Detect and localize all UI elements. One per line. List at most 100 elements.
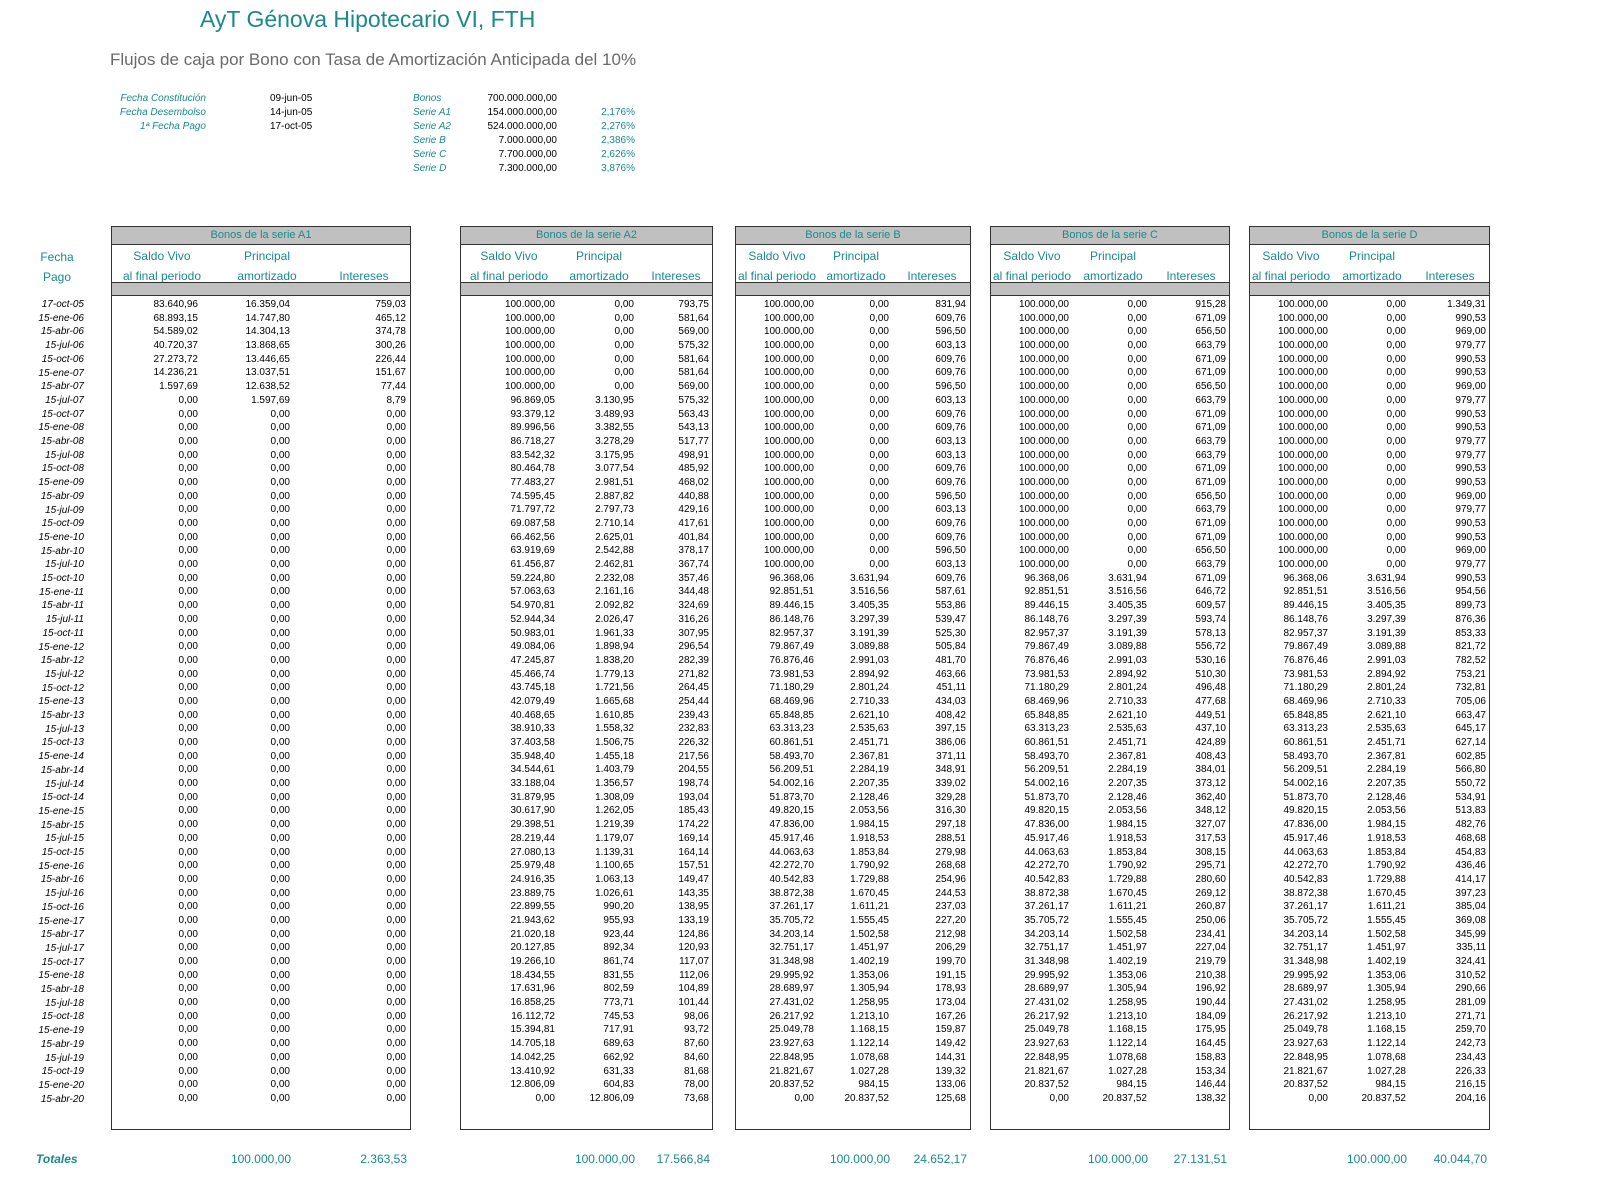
- cell-intereses: 609,76: [935, 422, 966, 434]
- cell-intereses: 374,78: [375, 326, 406, 338]
- table-row: 100.000,00 0,00 969,00: [1250, 490, 1489, 504]
- cell-saldo: 20.127,85: [510, 942, 556, 954]
- table-row: 100.000,00 0,00 603,13: [736, 394, 970, 408]
- col-header-principal-sub: amortizado: [1083, 269, 1143, 283]
- cell-saldo: 50.983,01: [510, 627, 556, 639]
- cell-saldo: 96.368,06: [1024, 572, 1070, 584]
- cell-principal: 0,00: [270, 723, 290, 735]
- cell-principal: 2.367,81: [1367, 750, 1406, 762]
- cell-principal: 955,93: [603, 914, 634, 926]
- table-row: 68.893,15 14.747,80 465,12: [112, 312, 410, 326]
- cell-intereses: 227,04: [1195, 942, 1226, 954]
- cell-saldo: 28.219,44: [510, 832, 556, 844]
- table-row: 76.876,46 2.991,03 530,16: [991, 654, 1229, 668]
- page-title: AyT Génova Hipotecario VI, FTH: [200, 6, 536, 32]
- cell-principal: 0,00: [1127, 353, 1147, 365]
- cell-principal: 0,00: [1386, 449, 1406, 461]
- table-row: 0,00 0,00 0,00: [112, 969, 410, 983]
- cell-principal: 0,00: [1127, 435, 1147, 447]
- cell-principal: 0,00: [1127, 531, 1147, 543]
- cell-principal: 0,00: [270, 750, 290, 762]
- cell-saldo: 71.180,29: [769, 682, 815, 694]
- info-rate: 2,176%: [601, 107, 635, 118]
- cell-intereses: 271,82: [678, 668, 709, 680]
- table-row: 47.836,00 1.984,15 297,18: [736, 818, 970, 832]
- cell-principal: 1.213,10: [1367, 1010, 1406, 1022]
- cell-principal: 2.232,08: [595, 572, 634, 584]
- cell-saldo: 30.617,90: [510, 805, 556, 817]
- cell-saldo: 100.000,00: [504, 340, 555, 352]
- cell-intereses: 362,40: [1195, 791, 1226, 803]
- cell-principal: 1.853,84: [1367, 846, 1406, 858]
- cell-principal: 984,15: [1375, 1079, 1406, 1091]
- col-header-saldo-sub: al final periodo: [122, 269, 202, 283]
- cell-intereses: 217,56: [678, 750, 709, 762]
- table-row: 44.063,63 1.853,84 308,15: [991, 846, 1229, 860]
- cell-intereses: 164,14: [678, 846, 709, 858]
- table-row: 13.410,92 631,33 81,68: [461, 1065, 712, 1079]
- date-cell: 15-abr-11: [41, 600, 84, 612]
- table-row: 34.203,14 1.502,58 234,41: [991, 928, 1229, 942]
- cell-intereses: 158,83: [1195, 1051, 1226, 1063]
- table-row: 100.000,00 0,00 569,00: [461, 380, 712, 394]
- cell-saldo: 58.493,70: [1024, 750, 1070, 762]
- table-row: 83.542,32 3.175,95 498,91: [461, 449, 712, 463]
- cell-principal: 3.631,94: [850, 572, 889, 584]
- cell-saldo: 34.544,61: [510, 764, 556, 776]
- cell-principal: 1.213,10: [1108, 1010, 1147, 1022]
- table-row: 73.981,53 2.894,92 753,21: [1250, 668, 1489, 682]
- cell-saldo: 100.000,00: [763, 381, 814, 393]
- cell-saldo: 44.063,63: [1024, 846, 1070, 858]
- cell-principal: 1.308,09: [595, 791, 634, 803]
- cell-principal: 20.837,52: [844, 1092, 890, 1104]
- cell-principal: 2.161,16: [595, 586, 634, 598]
- cell-intereses: 386,06: [935, 737, 966, 748]
- cell-principal: 689,63: [603, 1038, 634, 1050]
- cell-principal: 0,00: [1127, 326, 1147, 338]
- table-row: 100.000,00 0,00 979,77: [1250, 435, 1489, 449]
- info-rate: 2,276%: [601, 121, 635, 132]
- cell-principal: 1.597,69: [251, 394, 290, 406]
- cell-saldo: 73.981,53: [769, 668, 815, 680]
- cell-saldo: 80.464,78: [510, 463, 556, 475]
- cell-intereses: 793,75: [678, 299, 709, 310]
- cell-intereses: 153,34: [1195, 1065, 1226, 1077]
- cell-principal: 0,00: [869, 312, 889, 324]
- table-row: 0,00 0,00 0,00: [112, 1078, 410, 1092]
- cell-intereses: 0,00: [386, 942, 406, 954]
- cell-intereses: 0,00: [386, 778, 406, 790]
- cell-principal: 0,00: [1386, 531, 1406, 543]
- cell-saldo: 58.493,70: [769, 750, 815, 762]
- table-row: 83.640,96 16.359,04 759,03: [112, 298, 410, 312]
- cell-principal: 0,00: [1127, 463, 1147, 475]
- cell-intereses: 578,13: [1195, 627, 1226, 639]
- table-row: 20.837,52 984,15 146,44: [991, 1078, 1229, 1092]
- cell-principal: 0,00: [270, 682, 290, 694]
- cell-saldo: 100.000,00: [763, 476, 814, 488]
- table-row: 0,00 0,00 0,00: [112, 846, 410, 860]
- date-cell: 15-jul-06: [45, 340, 84, 352]
- cell-saldo: 0,00: [178, 1092, 198, 1104]
- cell-principal: 2.710,14: [595, 518, 634, 529]
- table-row: 32.751,17 1.451,97 206,29: [736, 941, 970, 955]
- cell-principal: 0,00: [270, 586, 290, 598]
- cell-saldo: 45.917,46: [769, 832, 815, 844]
- cell-intereses: 0,00: [386, 737, 406, 748]
- table-row: 89.446,15 3.405,35 553,86: [736, 599, 970, 613]
- table-row: 38.872,38 1.670,45 269,12: [991, 887, 1229, 901]
- cell-principal: 0,00: [270, 613, 290, 625]
- cell-intereses: 254,44: [678, 695, 709, 707]
- cell-saldo: 35.705,72: [1024, 914, 1070, 926]
- cell-saldo: 79.867,49: [769, 641, 815, 653]
- date-cell: 15-oct-16: [41, 901, 84, 913]
- cell-saldo: 100.000,00: [1277, 545, 1328, 557]
- table-row: 71.797,72 2.797,73 429,16: [461, 503, 712, 517]
- cell-principal: 0,00: [1127, 422, 1147, 434]
- table-row: 56.209,51 2.284,19 384,01: [991, 763, 1229, 777]
- table-row: 52.944,34 2.026,47 316,26: [461, 613, 712, 627]
- cell-saldo: 0,00: [178, 983, 198, 995]
- table-row: 27.273,72 13.446,65 226,44: [112, 353, 410, 367]
- cell-intereses: 290,66: [1455, 983, 1486, 995]
- cell-saldo: 86.148,76: [1283, 613, 1329, 625]
- table-row: 35.705,72 1.555,45 369,08: [1250, 914, 1489, 928]
